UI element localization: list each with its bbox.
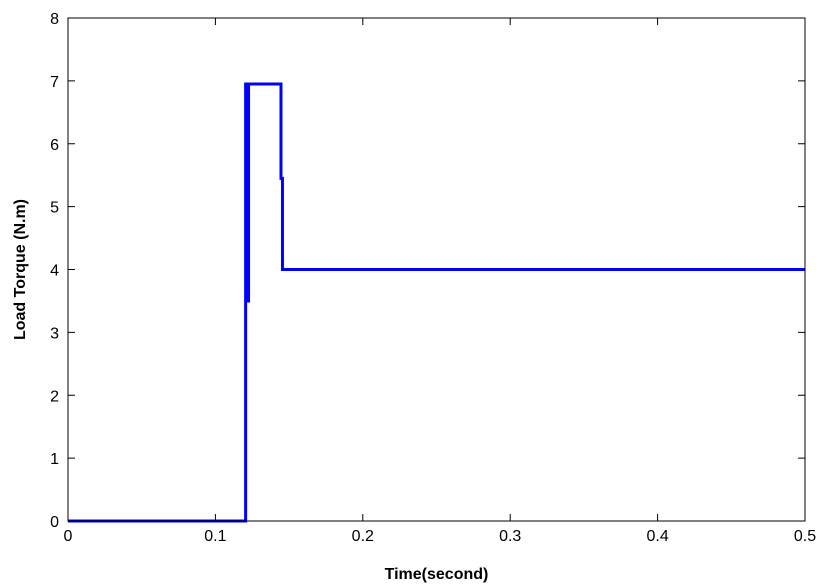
x-tick-label: 0.1 xyxy=(204,528,226,545)
x-tick-label: 0 xyxy=(64,528,73,545)
y-tick-label: 3 xyxy=(50,325,59,342)
y-tick-label: 8 xyxy=(50,11,59,28)
y-tick-label: 5 xyxy=(50,200,59,217)
y-tick-labels: 0 1 2 3 4 5 6 7 8 xyxy=(50,11,59,531)
x-tick-label: 0.3 xyxy=(499,528,521,545)
x-tick-label: 0.5 xyxy=(794,528,816,545)
y-tick-label: 7 xyxy=(50,74,59,91)
x-tick-label: 0.4 xyxy=(646,528,668,545)
y-tick-label: 0 xyxy=(50,514,59,531)
y-axis-label: Load Torque (N.m) xyxy=(12,199,29,340)
series-line xyxy=(68,82,805,523)
y-tick-label: 4 xyxy=(50,263,59,280)
x-tick-label: 0.2 xyxy=(352,528,374,545)
series-layer xyxy=(68,82,805,523)
y-tick-label: 6 xyxy=(50,137,59,154)
x-axis-label: Time(second) xyxy=(385,566,489,583)
x-tick-labels: 0 0.1 0.2 0.3 0.4 0.5 xyxy=(64,528,817,545)
y-tick-label: 2 xyxy=(50,388,59,405)
y-tick-label: 1 xyxy=(50,451,59,468)
plot-frame xyxy=(67,17,806,522)
